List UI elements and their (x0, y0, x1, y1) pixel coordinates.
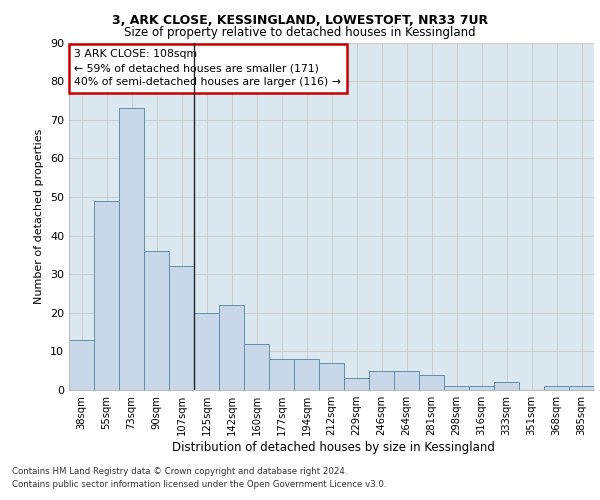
Bar (344, 378, 369, 390)
Bar (569, 386, 594, 390)
Bar (169, 266, 194, 390)
Text: 3 ARK CLOSE: 108sqm
← 59% of detached houses are smaller (171)
40% of semi-detac: 3 ARK CLOSE: 108sqm ← 59% of detached ho… (74, 50, 341, 88)
Text: 3, ARK CLOSE, KESSINGLAND, LOWESTOFT, NR33 7UR: 3, ARK CLOSE, KESSINGLAND, LOWESTOFT, NR… (112, 14, 488, 27)
Text: Distribution of detached houses by size in Kessingland: Distribution of detached houses by size … (172, 441, 494, 454)
Bar (219, 305, 244, 390)
Text: Contains public sector information licensed under the Open Government Licence v3: Contains public sector information licen… (12, 480, 386, 489)
Bar (369, 370, 394, 390)
Bar (469, 386, 494, 390)
Bar (244, 344, 269, 390)
Y-axis label: Number of detached properties: Number of detached properties (34, 128, 44, 304)
Bar (419, 374, 444, 390)
Bar (444, 386, 469, 390)
Bar (69, 340, 94, 390)
Bar (294, 359, 319, 390)
Bar (494, 382, 519, 390)
Bar (394, 370, 419, 390)
Bar (194, 313, 219, 390)
Bar (119, 108, 144, 390)
Bar (544, 386, 569, 390)
Bar (94, 201, 119, 390)
Bar (144, 251, 169, 390)
Bar (319, 363, 344, 390)
Bar (269, 359, 294, 390)
Text: Contains HM Land Registry data © Crown copyright and database right 2024.: Contains HM Land Registry data © Crown c… (12, 467, 347, 476)
Text: Size of property relative to detached houses in Kessingland: Size of property relative to detached ho… (124, 26, 476, 39)
